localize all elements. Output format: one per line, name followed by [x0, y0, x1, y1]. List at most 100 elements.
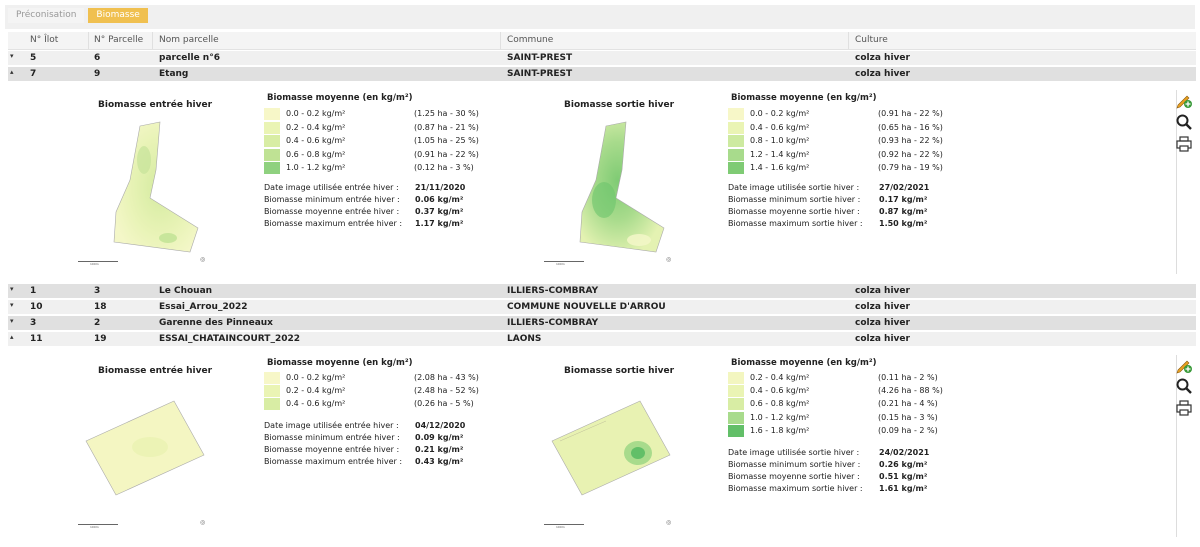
field-map-entree — [85, 400, 205, 496]
collapse-toggle-icon[interactable]: ▴ — [10, 333, 14, 341]
legend-title: Biomasse moyenne (en kg/m²) — [267, 93, 413, 103]
legend-item: 0.0 - 0.2 kg/m² (2.08 ha - 43 %) — [264, 372, 494, 385]
cell-commune: COMMUNE NOUVELLE D'ARROU — [507, 302, 666, 312]
tab-biomasse[interactable]: Biomasse — [88, 8, 148, 23]
table-row[interactable]: ▾ 10 18 Essai_Arrou_2022 COMMUNE NOUVELL… — [8, 300, 1196, 315]
legend-swatch — [728, 135, 744, 147]
legend-swatch — [264, 122, 280, 134]
cell-parcelle: 2 — [94, 318, 101, 328]
cell-parcelle: 19 — [94, 334, 107, 344]
expand-toggle-icon[interactable]: ▾ — [10, 52, 14, 60]
north-icon: ◎ — [200, 519, 206, 526]
legend-swatch — [264, 162, 280, 174]
cell-culture: colza hiver — [855, 318, 910, 328]
cell-culture: colza hiver — [855, 286, 910, 296]
legend-item: 0.8 - 1.0 kg/m² (0.93 ha - 22 %) — [728, 135, 958, 148]
table-row[interactable]: ▴ 11 19 ESSAI_CHATAINCOURT_2022 LAONS co… — [8, 332, 1196, 347]
expand-toggle-icon[interactable]: ▾ — [10, 317, 14, 325]
legend-item: 0.2 - 0.4 kg/m² (2.48 ha - 52 %) — [264, 385, 494, 398]
scale-bar: 100m — [78, 522, 118, 529]
legend-item: 0.4 - 0.6 kg/m² (4.26 ha - 88 %) — [728, 385, 958, 398]
legend-item: 1.6 - 1.8 kg/m² (0.09 ha - 2 %) — [728, 425, 958, 438]
legend-swatch — [728, 122, 744, 134]
legend-title: Biomasse moyenne (en kg/m²) — [267, 358, 413, 368]
magnifier-icon[interactable] — [1175, 377, 1193, 395]
cell-commune: SAINT-PREST — [507, 69, 573, 79]
scale-bar: 100m — [544, 522, 584, 529]
legend-item: 0.2 - 0.4 kg/m² (0.87 ha - 21 %) — [264, 122, 494, 135]
legend-item: 0.2 - 0.4 kg/m² (0.11 ha - 2 %) — [728, 372, 958, 385]
legend-swatch — [264, 398, 280, 410]
table-row[interactable]: ▴ 7 9 Etang SAINT-PREST colza hiver — [8, 67, 1196, 82]
legend-swatch — [728, 108, 744, 120]
cell-commune: ILLIERS-COMBRAY — [507, 318, 599, 328]
legend-swatch — [728, 425, 744, 437]
legend-swatch — [728, 385, 744, 397]
cell-commune: LAONS — [507, 334, 542, 344]
legend-item: 0.4 - 0.6 kg/m² (1.05 ha - 25 %) — [264, 135, 494, 148]
expand-toggle-icon[interactable]: ▾ — [10, 285, 14, 293]
map-title-sortie: Biomasse sortie hiver — [564, 100, 675, 110]
table-row[interactable]: ▾ 1 3 Le Chouan ILLIERS-COMBRAY colza hi… — [8, 284, 1196, 299]
toolbar-divider — [1176, 90, 1177, 274]
cell-nom: parcelle n°6 — [159, 53, 220, 63]
edit-add-icon[interactable] — [1175, 356, 1193, 374]
north-icon: ◎ — [666, 256, 672, 263]
legend-item: 1.0 - 1.2 kg/m² (0.12 ha - 3 %) — [264, 162, 494, 175]
collapse-toggle-icon[interactable]: ▴ — [10, 68, 14, 76]
legend-item: 0.6 - 0.8 kg/m² (0.91 ha - 22 %) — [264, 149, 494, 162]
cell-nom: ESSAI_CHATAINCOURT_2022 — [159, 334, 300, 344]
legend-item: 0.0 - 0.2 kg/m² (0.91 ha - 22 %) — [728, 108, 958, 121]
magnifier-icon[interactable] — [1175, 113, 1193, 131]
cell-nom: Essai_Arrou_2022 — [159, 302, 248, 312]
scale-bar: 100m — [544, 259, 584, 266]
cell-ilot: 7 — [30, 69, 37, 79]
legend-swatch — [264, 385, 280, 397]
cell-commune: SAINT-PREST — [507, 53, 573, 63]
col-ilot[interactable]: N° Îlot — [30, 35, 59, 45]
table-row[interactable]: ▾ 5 6 parcelle n°6 SAINT-PREST colza hiv… — [8, 51, 1196, 66]
row-detail-panel: Biomasse entrée hiver 100m ◎ Biomasse mo… — [8, 347, 1196, 545]
legend-swatch — [264, 135, 280, 147]
table-row[interactable]: ▾ 3 2 Garenne des Pinneaux ILLIERS-COMBR… — [8, 316, 1196, 331]
cell-ilot: 3 — [30, 318, 37, 328]
tab-preconisation[interactable]: Préconisation — [8, 8, 85, 23]
cell-ilot: 11 — [30, 334, 43, 344]
field-map-sortie — [579, 121, 665, 253]
legend-swatch — [264, 108, 280, 120]
cell-ilot: 10 — [30, 302, 43, 312]
legend-swatch — [728, 412, 744, 424]
legend-swatch — [728, 162, 744, 174]
col-parcelle[interactable]: N° Parcelle — [94, 35, 144, 45]
table-header: N° Îlot N° Parcelle Nom parcelle Commune… — [8, 32, 1196, 50]
map-title-entree: Biomasse entrée hiver — [98, 100, 213, 110]
printer-icon[interactable] — [1175, 135, 1193, 153]
printer-icon[interactable] — [1175, 399, 1193, 417]
field-map-sortie — [551, 400, 671, 496]
legend-title: Biomasse moyenne (en kg/m²) — [731, 93, 877, 103]
col-culture[interactable]: Culture — [855, 35, 888, 45]
cell-parcelle: 3 — [94, 286, 101, 296]
legend-item: 1.2 - 1.4 kg/m² (0.92 ha - 22 %) — [728, 149, 958, 162]
cell-parcelle: 6 — [94, 53, 101, 63]
cell-parcelle: 9 — [94, 69, 101, 79]
cell-ilot: 5 — [30, 53, 37, 63]
cell-nom: Etang — [159, 69, 189, 79]
toolbar-divider — [1176, 355, 1177, 537]
cell-commune: ILLIERS-COMBRAY — [507, 286, 599, 296]
field-map-entree — [113, 121, 199, 253]
legend-item: 0.4 - 0.6 kg/m² (0.65 ha - 16 %) — [728, 122, 958, 135]
cell-culture: colza hiver — [855, 302, 910, 312]
row-detail-panel: Biomasse entrée hiver 100m ◎ Biomasse mo… — [8, 82, 1196, 282]
legend-swatch — [728, 149, 744, 161]
expand-toggle-icon[interactable]: ▾ — [10, 301, 14, 309]
cell-culture: colza hiver — [855, 69, 910, 79]
col-nom[interactable]: Nom parcelle — [159, 35, 219, 45]
legend-swatch — [264, 372, 280, 384]
map-title-sortie: Biomasse sortie hiver — [564, 366, 675, 376]
cell-nom: Le Chouan — [159, 286, 213, 296]
col-commune[interactable]: Commune — [507, 35, 554, 45]
legend-swatch — [728, 372, 744, 384]
legend-item: 0.0 - 0.2 kg/m² (1.25 ha - 30 %) — [264, 108, 494, 121]
edit-add-icon[interactable] — [1175, 91, 1193, 109]
